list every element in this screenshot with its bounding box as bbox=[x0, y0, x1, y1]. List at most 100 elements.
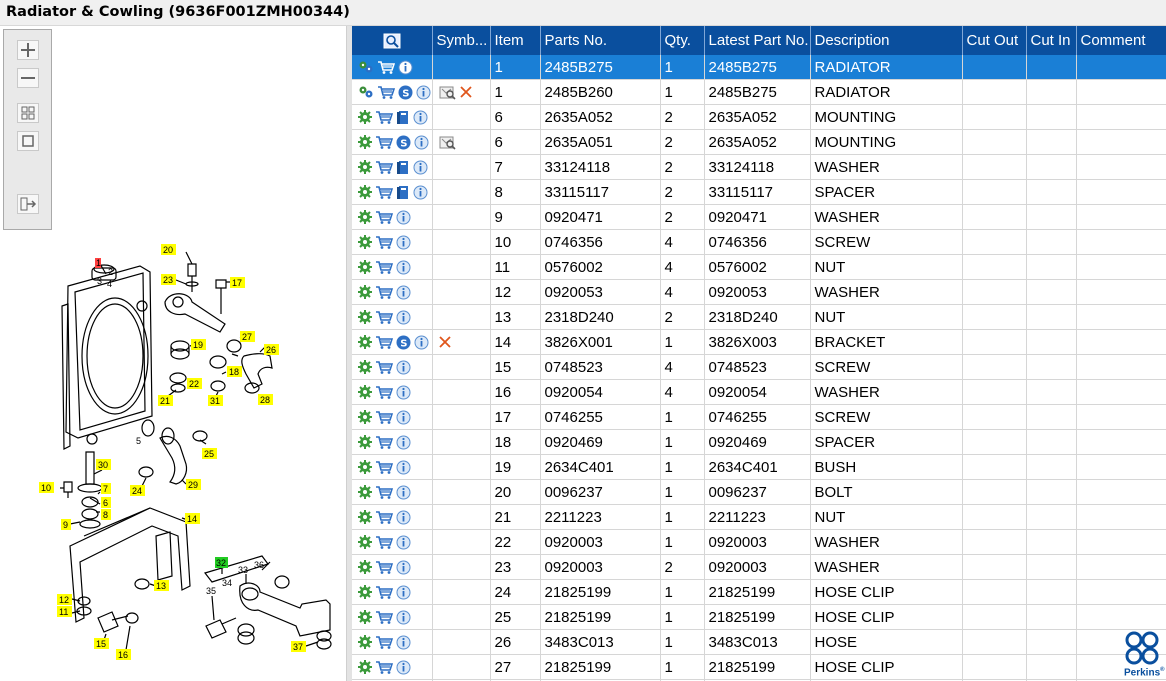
table-row[interactable]: 24 21825199 1 21825199 HOSE CLIP bbox=[352, 579, 1166, 605]
info-icon[interactable] bbox=[416, 85, 431, 100]
shopping-cart-icon[interactable] bbox=[377, 60, 395, 74]
shopping-cart-icon[interactable] bbox=[375, 235, 393, 249]
shopping-cart-icon[interactable] bbox=[375, 410, 393, 424]
manual-book-icon[interactable] bbox=[396, 185, 410, 200]
shopping-cart-icon[interactable] bbox=[375, 635, 393, 649]
table-row[interactable]: 18 0920469 1 0920469 SPACER bbox=[352, 429, 1166, 455]
shopping-cart-icon[interactable] bbox=[375, 460, 393, 474]
shopping-cart-icon[interactable] bbox=[375, 185, 393, 199]
info-icon[interactable] bbox=[413, 160, 428, 175]
manual-book-icon[interactable] bbox=[396, 110, 410, 125]
info-icon[interactable] bbox=[396, 560, 411, 575]
table-row[interactable]: S 1 2485B260 1 2485B275 RADIATOR bbox=[352, 79, 1166, 105]
shopping-cart-icon[interactable] bbox=[375, 360, 393, 374]
table-row[interactable]: 11 0576002 4 0576002 NUT bbox=[352, 254, 1166, 280]
shopping-cart-icon[interactable] bbox=[377, 85, 395, 99]
column-header-qty[interactable]: Qty. bbox=[660, 26, 705, 55]
table-row[interactable]: S 6 2635A051 2 2635A052 MOUNTING bbox=[352, 129, 1166, 155]
column-header-parts-no[interactable]: Parts No. bbox=[540, 26, 661, 55]
export-button[interactable] bbox=[17, 194, 39, 214]
shopping-cart-icon[interactable] bbox=[375, 285, 393, 299]
info-icon[interactable] bbox=[396, 310, 411, 325]
info-icon[interactable] bbox=[396, 460, 411, 475]
table-row[interactable]: 16 0920054 4 0920054 WASHER bbox=[352, 379, 1166, 405]
column-header-cut-out[interactable]: Cut Out bbox=[962, 26, 1027, 55]
info-icon[interactable] bbox=[413, 185, 428, 200]
view-drawing-icon[interactable] bbox=[439, 85, 457, 100]
info-icon[interactable] bbox=[396, 385, 411, 400]
info-icon[interactable] bbox=[396, 410, 411, 425]
info-icon[interactable] bbox=[396, 610, 411, 625]
table-row[interactable]: 10 0746356 4 0746356 SCREW bbox=[352, 229, 1166, 255]
info-icon[interactable] bbox=[414, 335, 429, 350]
info-icon[interactable] bbox=[413, 110, 428, 125]
table-row[interactable]: 27 21825199 1 21825199 HOSE CLIP bbox=[352, 654, 1166, 680]
info-icon[interactable] bbox=[398, 60, 413, 75]
column-header-latest-part-no[interactable]: Latest Part No. bbox=[704, 26, 811, 55]
shopping-cart-icon[interactable] bbox=[375, 335, 393, 349]
table-row[interactable]: 15 0748523 4 0748523 SCREW bbox=[352, 354, 1166, 380]
table-row[interactable]: 21 2211223 1 2211223 NUT bbox=[352, 504, 1166, 530]
info-icon[interactable] bbox=[396, 210, 411, 225]
table-row[interactable]: 6 2635A052 2 2635A052 MOUNTING bbox=[352, 104, 1166, 130]
table-row[interactable]: 20 0096237 1 0096237 BOLT bbox=[352, 479, 1166, 505]
info-icon[interactable] bbox=[396, 260, 411, 275]
table-row[interactable]: 19 2634C401 1 2634C401 BUSH bbox=[352, 454, 1166, 480]
pane-splitter[interactable] bbox=[346, 26, 352, 681]
info-icon[interactable] bbox=[396, 635, 411, 650]
table-row[interactable]: 25 21825199 1 21825199 HOSE CLIP bbox=[352, 604, 1166, 630]
shopping-cart-icon[interactable] bbox=[375, 610, 393, 624]
column-header-tools[interactable] bbox=[352, 26, 433, 55]
shopping-cart-icon[interactable] bbox=[375, 535, 393, 549]
info-icon[interactable] bbox=[396, 535, 411, 550]
info-icon[interactable] bbox=[414, 135, 429, 150]
shopping-cart-icon[interactable] bbox=[375, 435, 393, 449]
table-row[interactable]: 8 33115117 2 33115117 SPACER bbox=[352, 179, 1166, 205]
table-row[interactable]: 22 0920003 1 0920003 WASHER bbox=[352, 529, 1166, 555]
info-icon[interactable] bbox=[396, 435, 411, 450]
shopping-cart-icon[interactable] bbox=[375, 485, 393, 499]
table-row[interactable]: 23 0920003 2 0920003 WASHER bbox=[352, 554, 1166, 580]
fit-page-button[interactable] bbox=[17, 103, 39, 123]
table-row[interactable]: 1 2485B275 1 2485B275 RADIATOR bbox=[352, 55, 1166, 80]
zoom-out-button[interactable] bbox=[17, 68, 39, 88]
shopping-cart-icon[interactable] bbox=[375, 310, 393, 324]
shopping-cart-icon[interactable] bbox=[375, 110, 393, 124]
exploded-parts-diagram[interactable]: 1 2 3 4 5 6 7 8 9 10 11 12 13 14 15 16 1… bbox=[0, 206, 346, 666]
column-header-description[interactable]: Description bbox=[810, 26, 963, 55]
column-header-cut-in[interactable]: Cut In bbox=[1026, 26, 1077, 55]
shopping-cart-icon[interactable] bbox=[375, 510, 393, 524]
shopping-cart-icon[interactable] bbox=[375, 135, 393, 149]
shopping-cart-icon[interactable] bbox=[375, 160, 393, 174]
service-s-icon[interactable]: S bbox=[398, 85, 413, 100]
info-icon[interactable] bbox=[396, 660, 411, 675]
info-icon[interactable] bbox=[396, 360, 411, 375]
table-row[interactable]: 17 0746255 1 0746255 SCREW bbox=[352, 404, 1166, 430]
shopping-cart-icon[interactable] bbox=[375, 260, 393, 274]
parts-list-grid[interactable]: Symb... Item Parts No. Qty. Latest Part … bbox=[352, 26, 1166, 681]
table-row[interactable]: 12 0920053 4 0920053 WASHER bbox=[352, 279, 1166, 305]
info-icon[interactable] bbox=[396, 510, 411, 525]
info-icon[interactable] bbox=[396, 235, 411, 250]
drawing-pane[interactable]: 1 2 3 4 5 6 7 8 9 10 11 12 13 14 15 16 1… bbox=[0, 26, 346, 681]
service-s-icon[interactable]: S bbox=[396, 335, 411, 350]
shopping-cart-icon[interactable] bbox=[375, 385, 393, 399]
table-row[interactable]: 2821825199121825199HOSE CLIP bbox=[352, 679, 1166, 681]
view-drawing-icon[interactable] bbox=[439, 135, 457, 150]
shopping-cart-icon[interactable] bbox=[375, 210, 393, 224]
column-header-item[interactable]: Item bbox=[490, 26, 541, 55]
manual-book-icon[interactable] bbox=[396, 160, 410, 175]
info-icon[interactable] bbox=[396, 285, 411, 300]
table-row[interactable]: 13 2318D240 2 2318D240 NUT bbox=[352, 304, 1166, 330]
table-row[interactable]: S 14 3826X001 1 3826X003 BRACKET bbox=[352, 329, 1166, 355]
service-s-icon[interactable]: S bbox=[396, 135, 411, 150]
actual-size-button[interactable] bbox=[17, 131, 39, 151]
column-header-comment[interactable]: Comment bbox=[1076, 26, 1166, 55]
column-header-symbols[interactable]: Symb... bbox=[432, 26, 491, 55]
zoom-in-button[interactable] bbox=[17, 40, 39, 60]
info-icon[interactable] bbox=[396, 585, 411, 600]
shopping-cart-icon[interactable] bbox=[375, 560, 393, 574]
table-row[interactable]: 26 3483C013 1 3483C013 HOSE bbox=[352, 629, 1166, 655]
table-row[interactable]: 9 0920471 2 0920471 WASHER bbox=[352, 204, 1166, 230]
shopping-cart-icon[interactable] bbox=[375, 585, 393, 599]
